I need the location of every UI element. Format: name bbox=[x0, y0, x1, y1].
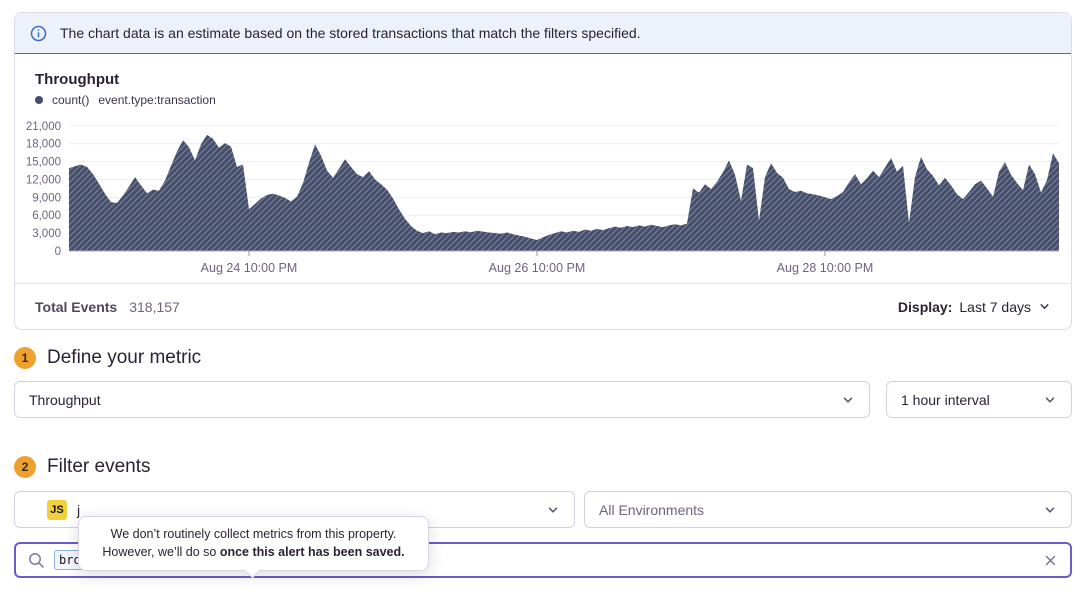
chevron-down-icon bbox=[1045, 506, 1055, 513]
svg-text:12,000: 12,000 bbox=[26, 174, 61, 186]
step-1-header: 1 Define your metric bbox=[14, 347, 1072, 369]
chart-header: Throughput count() event.type:transactio… bbox=[15, 54, 1071, 107]
metric-select[interactable]: Throughput bbox=[14, 381, 870, 418]
svg-text:15,000: 15,000 bbox=[26, 157, 61, 169]
display-period-selector[interactable]: Display: Last 7 days bbox=[898, 299, 1051, 315]
total-events: Total Events 318,157 bbox=[35, 299, 180, 315]
svg-text:9,000: 9,000 bbox=[32, 192, 61, 204]
info-banner: The chart data is an estimate based on t… bbox=[15, 13, 1071, 54]
total-events-value: 318,157 bbox=[129, 298, 180, 315]
tooltip-line-1: We don’t routinely collect metrics from … bbox=[110, 527, 397, 541]
info-banner-text: The chart data is an estimate based on t… bbox=[60, 25, 641, 41]
chart-card: The chart data is an estimate based on t… bbox=[14, 12, 1072, 330]
chevron-down-icon bbox=[1045, 396, 1055, 403]
metric-row: Throughput 1 hour interval bbox=[14, 381, 1072, 418]
metrics-warning-tooltip: We don’t routinely collect metrics from … bbox=[78, 516, 429, 579]
svg-text:Aug 28 10:00 PM: Aug 28 10:00 PM bbox=[777, 261, 874, 275]
display-label: Display: bbox=[897, 298, 953, 315]
chart-footer: Total Events 318,157 Display: Last 7 days bbox=[15, 283, 1071, 329]
chevron-down-icon bbox=[1040, 304, 1049, 309]
step-1-badge: 1 bbox=[14, 347, 36, 369]
step-2-title: Filter events bbox=[47, 456, 151, 477]
environment-select[interactable]: All Environments bbox=[584, 491, 1072, 528]
legend-metric-label: count() bbox=[52, 93, 90, 107]
step-2-badge: 2 bbox=[14, 456, 36, 478]
chart-title: Throughput bbox=[35, 71, 120, 88]
tooltip-line-2: However, we’ll do so once this alert has… bbox=[102, 545, 405, 560]
search-icon bbox=[29, 552, 44, 568]
svg-text:Aug 24 10:00 PM: Aug 24 10:00 PM bbox=[201, 261, 298, 275]
interval-select-value: 1 hour interval bbox=[901, 391, 990, 408]
svg-text:18,000: 18,000 bbox=[26, 139, 61, 151]
svg-text:3,000: 3,000 bbox=[32, 228, 61, 240]
js-platform-icon: JS bbox=[47, 499, 67, 520]
legend-dot bbox=[35, 96, 43, 104]
close-icon bbox=[1045, 555, 1056, 565]
chevron-down-icon bbox=[548, 506, 558, 513]
step-1-title: Define your metric bbox=[47, 347, 202, 368]
environment-select-value: All Environments bbox=[599, 501, 705, 518]
total-events-label: Total Events bbox=[35, 298, 118, 315]
throughput-area-chart[interactable]: 0 3,000 6,000 9,000 12,000 15,000 18,000 21,000… bbox=[15, 111, 1071, 283]
legend-query-label: event.type:transaction bbox=[98, 93, 216, 107]
project-name: j bbox=[77, 501, 81, 518]
step-2-header: 2 Filter events bbox=[14, 456, 1072, 478]
clear-search-button[interactable] bbox=[1043, 553, 1058, 568]
svg-text:21,000: 21,000 bbox=[26, 121, 61, 133]
display-value: Last 7 days bbox=[959, 298, 1031, 315]
metric-select-value: Throughput bbox=[29, 391, 101, 408]
svg-text:6,000: 6,000 bbox=[32, 210, 61, 222]
chart-legend: count() event.type:transaction bbox=[35, 93, 1051, 107]
chevron-down-icon bbox=[843, 396, 853, 403]
svg-text:Aug 26 10:00 PM: Aug 26 10:00 PM bbox=[489, 261, 586, 275]
filter-row: JS j All Environments bbox=[14, 491, 1072, 528]
svg-text:0: 0 bbox=[55, 246, 61, 258]
info-icon bbox=[30, 25, 47, 41]
interval-select[interactable]: 1 hour interval bbox=[886, 381, 1072, 418]
